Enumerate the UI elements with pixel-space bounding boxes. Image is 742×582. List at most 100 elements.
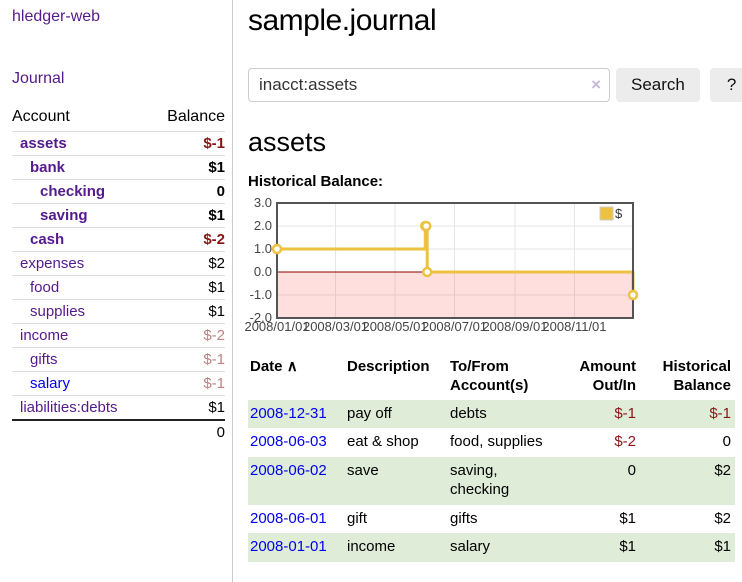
sidebar-account-link-assets[interactable]: assets (20, 135, 67, 152)
account-balance: $1 (208, 399, 225, 416)
register-header-accounts: To/From Account(s) (450, 358, 529, 394)
accounts-cell: food, supplies (450, 433, 543, 451)
account-balance: $-1 (203, 135, 225, 152)
transaction-date-link[interactable]: 2008-12-31 (250, 404, 327, 422)
sidebar-account-link-gifts[interactable]: gifts (30, 351, 58, 368)
account-row: supplies $1 (12, 299, 225, 324)
sidebar-account-link-saving[interactable]: saving (40, 207, 88, 224)
account-row: saving $1 (12, 203, 225, 228)
account-balance: $-1 (203, 351, 225, 368)
amount-cell: $-2 (614, 433, 636, 451)
description-cell: pay off (347, 404, 392, 422)
register-row: 2008-06-02 save saving, checking 0 $2 (248, 457, 735, 505)
search-button[interactable]: Search (616, 68, 700, 102)
svg-text:2008/07/01: 2008/07/01 (422, 319, 487, 334)
account-row: assets $-1 (12, 131, 225, 156)
balance-cell: 0 (722, 433, 731, 451)
sidebar-account-link-liabilities-debts[interactable]: liabilities:debts (20, 399, 118, 416)
amount-cell: $-1 (614, 404, 636, 422)
sidebar-account-link-expenses[interactable]: expenses (20, 255, 85, 272)
sidebar-account-link-bank[interactable]: bank (30, 159, 66, 176)
accounts-cell: salary (450, 538, 491, 556)
account-balance: $2 (208, 255, 225, 272)
search-input[interactable] (248, 68, 610, 102)
description-cell: income (347, 538, 396, 556)
main-content: sample.journal × Search ? assets Histori… (244, 0, 742, 562)
help-button[interactable]: ? (709, 68, 742, 102)
sidebar: hledger-web Journal Account Balance asse… (0, 0, 233, 582)
account-balance: 0 (216, 183, 225, 200)
chart-title: Historical Balance: (248, 173, 384, 190)
account-row: food $1 (12, 275, 225, 300)
transaction-date-link[interactable]: 2008-01-01 (250, 538, 327, 556)
account-row: salary $-1 (12, 371, 225, 396)
account-balance: $1 (208, 159, 225, 176)
svg-text:3.0: 3.0 (254, 195, 272, 210)
balance-cell: $-1 (709, 404, 731, 422)
app-title-link[interactable]: hledger-web (12, 8, 101, 25)
accounts-header-balance: Balance (167, 108, 225, 125)
historical-balance-chart: $3.0 2.0 1.0 0.0 -1.0 -2.02008/01/012008/03/0… (244, 195, 639, 334)
amount-cell: 0 (627, 462, 636, 479)
transaction-date-link[interactable]: 2008-06-01 (250, 509, 327, 527)
account-row: bank $1 (12, 155, 225, 180)
svg-text:-1.0: -1.0 (250, 287, 272, 302)
svg-text:2008/03/01: 2008/03/01 (303, 319, 368, 334)
transaction-date-link[interactable]: 2008-06-02 (250, 462, 327, 479)
sidebar-item-journal[interactable]: Journal (12, 70, 65, 87)
sidebar-account-link-cash[interactable]: cash (30, 231, 65, 248)
account-balance: $1 (208, 279, 225, 296)
accounts-cell: debts (450, 404, 487, 422)
description-cell: gift (347, 509, 368, 527)
register-header-date[interactable]: Date ∧ (250, 358, 298, 375)
date-cell: 2008-06-01 (248, 505, 345, 534)
svg-text:2008/11/01: 2008/11/01 (542, 319, 606, 334)
page-title: sample.journal (248, 4, 437, 37)
balance-cell: $2 (714, 462, 731, 479)
register-row: 2008-12-31 pay off debts $-1 $-1 (248, 399, 735, 429)
accounts-header-account: Account (12, 108, 70, 125)
register-header-description: Description (347, 358, 430, 375)
svg-text:$: $ (615, 206, 623, 221)
svg-text:1.0: 1.0 (254, 241, 272, 256)
svg-text:-2.0: -2.0 (250, 310, 272, 325)
sidebar-account-link-supplies[interactable]: supplies (30, 303, 86, 320)
register-row: 2008-06-01 gift gifts $1 $2 (248, 505, 735, 534)
sidebar-account-link-checking[interactable]: checking (40, 183, 106, 200)
transaction-date-link[interactable]: 2008-06-03 (250, 433, 327, 451)
account-balance: $-2 (203, 231, 225, 248)
account-balance: $-1 (203, 375, 225, 392)
balance-cell: $1 (714, 538, 731, 556)
register-row: 2008-06-03 eat & shop food, supplies $-2 0 (248, 428, 735, 457)
account-balance: $1 (208, 303, 225, 320)
account-row: income $-2 (12, 323, 225, 348)
amount-cell: $1 (619, 509, 636, 527)
accounts-table: Account Balance assets $-1 bank $1 checking 0… (12, 104, 225, 444)
account-section-title: assets (248, 127, 327, 157)
date-cell: 2008-06-03 (248, 428, 345, 457)
description-cell: save (347, 462, 379, 479)
register-header-balance: Historical Balance (662, 358, 731, 394)
accounts-header-row: Account Balance (12, 104, 225, 132)
amount-cell: $1 (619, 538, 636, 556)
svg-text:2008/01/01: 2008/01/01 (244, 319, 309, 334)
date-cell: 2008-12-31 (248, 400, 345, 429)
account-balance: $-2 (203, 327, 225, 344)
search-form: × Search ? (248, 68, 742, 102)
sidebar-account-link-income[interactable]: income (20, 327, 69, 344)
account-row: liabilities:debts $1 (12, 395, 225, 421)
account-row: gifts $-1 (12, 347, 225, 372)
search-input-wrap: × (248, 68, 610, 102)
sidebar-account-link-salary[interactable]: salary (30, 375, 71, 392)
date-cell: 2008-06-02 (248, 457, 345, 505)
balance-cell: $2 (714, 509, 731, 527)
sidebar-account-link-food[interactable]: food (30, 279, 60, 296)
clear-search-icon[interactable]: × (591, 75, 601, 94)
register-row: 2008-01-01 income salary $1 $1 (248, 533, 735, 562)
sort-ascending-icon: ∧ (286, 358, 298, 375)
svg-text:0.0: 0.0 (254, 264, 272, 279)
account-row: checking 0 (12, 179, 225, 204)
accounts-cell: gifts (450, 509, 478, 527)
account-row: expenses $2 (12, 251, 225, 276)
svg-text:2008/05/01: 2008/05/01 (362, 319, 427, 334)
